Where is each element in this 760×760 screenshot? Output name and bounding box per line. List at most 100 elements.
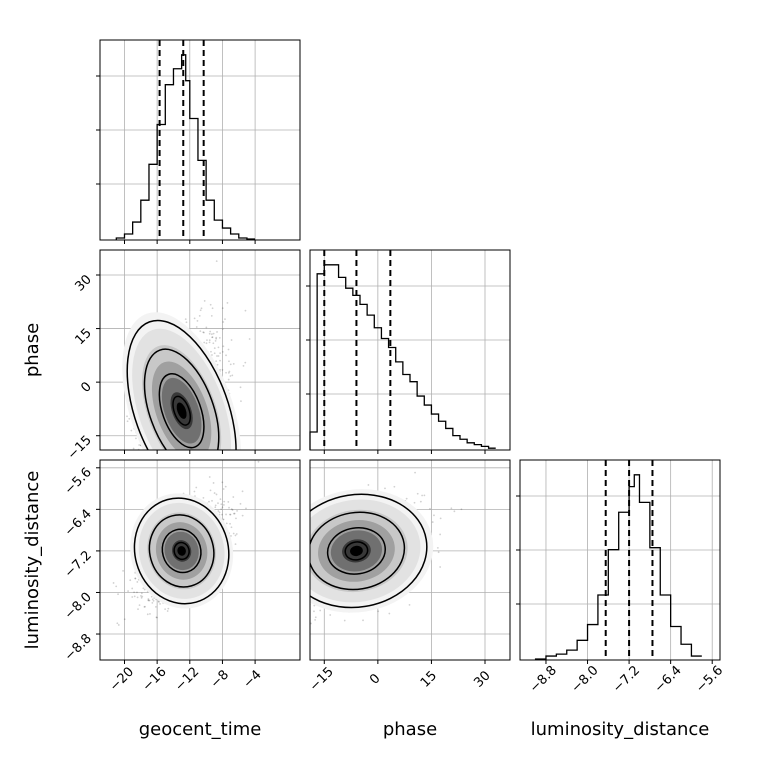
sample-point: [200, 486, 202, 488]
sample-point: [138, 444, 141, 446]
sample-point: [222, 518, 225, 521]
sample-point: [219, 352, 222, 355]
sample-point: [191, 454, 193, 456]
grid-lines: [323, 250, 486, 450]
sample-point: [166, 452, 168, 454]
sample-point: [220, 503, 223, 506]
sample-point: [185, 462, 187, 464]
sample-point: [215, 336, 218, 339]
sample-point: [155, 458, 157, 460]
sample-point: [227, 378, 230, 381]
sample-point: [231, 374, 234, 377]
x-tick-label: −20: [107, 665, 137, 695]
sample-point: [276, 582, 278, 584]
sample-point: [307, 575, 309, 577]
sample-point: [146, 613, 149, 616]
sample-point: [127, 453, 129, 455]
sample-point: [136, 581, 139, 583]
sample-point: [329, 614, 332, 616]
sample-point: [177, 463, 179, 465]
sample-point: [193, 317, 196, 320]
sample-point: [150, 461, 152, 463]
sample-point: [377, 610, 380, 613]
sample-point: [301, 569, 303, 571]
sample-point: [181, 482, 183, 484]
sample-point: [163, 489, 165, 491]
sample-point: [222, 321, 225, 323]
sample-point: [137, 513, 139, 515]
sample-point: [233, 512, 235, 515]
sample-point: [419, 500, 422, 503]
sample-point: [187, 464, 189, 466]
sample-point: [160, 456, 162, 458]
sample-point: [167, 453, 169, 455]
sample-point: [117, 593, 119, 596]
sample-point: [308, 565, 310, 567]
sample-point: [367, 484, 370, 486]
sample-point: [185, 456, 187, 458]
sample-point: [230, 526, 233, 529]
contour-line: [310, 493, 428, 609]
sample-point: [190, 454, 192, 456]
sample-point: [215, 360, 218, 362]
sample-point: [233, 512, 236, 515]
sample-point: [151, 475, 153, 477]
sample-point: [308, 553, 310, 555]
y-tick-label: −7.2: [62, 548, 95, 581]
sample-point: [185, 483, 187, 485]
sample-point: [172, 477, 174, 479]
sample-point: [460, 508, 463, 511]
sample-point: [211, 307, 214, 310]
sample-point: [170, 465, 172, 467]
sample-point: [219, 498, 222, 501]
sample-point: [148, 599, 151, 602]
sample-point: [151, 601, 154, 604]
sample-point: [148, 486, 150, 488]
contour-line: [173, 541, 190, 561]
x-tick-label: −15: [307, 665, 337, 695]
sample-point: [213, 352, 216, 355]
sample-point: [289, 589, 291, 591]
sample-point: [176, 451, 178, 453]
sample-point: [286, 552, 288, 554]
sample-point: [151, 454, 153, 456]
sample-point: [295, 582, 297, 584]
sample-point: [290, 554, 292, 556]
sample-point: [215, 493, 218, 496]
sample-point: [161, 454, 163, 456]
sample-point: [300, 530, 302, 532]
sample-point: [193, 454, 195, 456]
x-tick-label: −12: [172, 665, 202, 695]
sample-point: [275, 552, 277, 554]
sample-point: [129, 579, 132, 582]
sample-point: [160, 461, 162, 463]
sample-point: [159, 484, 161, 486]
sample-point: [176, 464, 178, 466]
sample-point: [154, 470, 156, 472]
x-tick-label: −16: [140, 665, 170, 695]
sample-point: [423, 494, 426, 497]
sample-point: [227, 501, 230, 503]
sample-point: [175, 487, 177, 489]
sample-point: [198, 314, 201, 317]
sample-point: [225, 513, 227, 516]
axes-frame: [519, 459, 721, 661]
sample-point: [281, 585, 283, 587]
density-luminosity_distance-vs-phase: [275, 471, 463, 625]
sample-point: [185, 461, 187, 463]
sample-point: [210, 314, 213, 317]
sample-point: [134, 577, 137, 580]
sample-point: [155, 616, 158, 619]
sample-point: [179, 451, 181, 453]
sample-point: [384, 487, 386, 490]
sample-point: [133, 469, 135, 471]
sample-point: [221, 481, 224, 484]
sample-point: [112, 541, 114, 543]
sample-point: [166, 610, 169, 612]
sample-point: [142, 469, 144, 471]
sample-point: [212, 482, 215, 484]
sample-point: [302, 600, 304, 602]
sample-point: [319, 609, 322, 612]
sample-point: [208, 332, 211, 335]
